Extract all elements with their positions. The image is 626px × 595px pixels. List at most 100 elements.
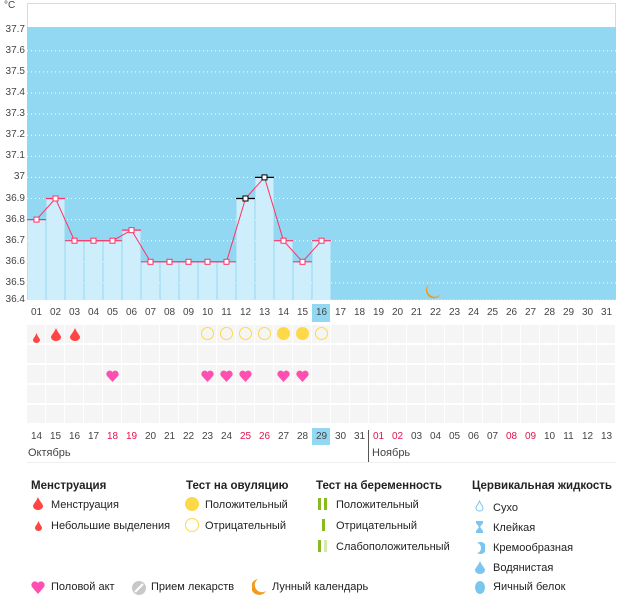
y-tick-label: 37.7: [5, 23, 25, 35]
temperature-bar: [179, 261, 198, 300]
temperature-point: [280, 237, 287, 244]
calendar-day-label: 19: [125, 431, 138, 442]
y-tick-label: 37.1: [5, 150, 25, 162]
day-label: 11: [221, 307, 232, 318]
temperature-chart: [27, 27, 616, 301]
grid-cell: [255, 405, 273, 423]
grid-cell: [559, 405, 577, 423]
grid-cell: [331, 325, 349, 343]
grid-cell: [84, 325, 102, 343]
legend-spotting: Небольшие выделения: [51, 520, 171, 532]
temperature-point: [90, 237, 97, 244]
temperature-bar: [198, 261, 217, 300]
day-label: 24: [467, 307, 480, 318]
pill-icon: [132, 581, 146, 595]
grid-cell: [331, 365, 349, 383]
heart-icon: [220, 369, 233, 387]
day-label: 16: [315, 307, 328, 318]
grid-cell: [350, 385, 368, 403]
grid-cell: [464, 365, 482, 383]
calendar-day-label: 17: [87, 431, 100, 442]
month-label-november: Ноябрь: [372, 447, 411, 459]
day-label: 21: [410, 307, 423, 318]
temperature-point: [128, 227, 135, 234]
day-label: 23: [448, 307, 461, 318]
grid-cell: [122, 325, 140, 343]
grid-cell: [255, 365, 273, 383]
grid-cell: [445, 345, 463, 363]
heart-icon: [31, 581, 45, 594]
temperature-bar: [160, 261, 179, 300]
temperature-point: [185, 258, 192, 265]
grid-cell: [312, 405, 330, 423]
grid-cell: [84, 365, 102, 383]
grid-cell: [597, 365, 615, 383]
grid-cell: [141, 405, 159, 423]
grid-cell: [559, 365, 577, 383]
day-label: 20: [391, 307, 404, 318]
spotting-drop-icon: [35, 521, 42, 531]
legend-dry: Сухо: [493, 502, 518, 514]
day-label: 10: [201, 307, 214, 318]
grid-cell: [521, 365, 539, 383]
day-label: 19: [372, 307, 385, 318]
grid-cell: [426, 385, 444, 403]
temperature-bar: [27, 219, 46, 300]
unit-label: °C: [4, 0, 16, 11]
grid-cell: [141, 325, 159, 343]
grid-cell: [521, 325, 539, 343]
day-label: 01: [30, 307, 43, 318]
grid-cell: [160, 385, 178, 403]
day-label: 30: [581, 307, 594, 318]
grid-cell: [350, 365, 368, 383]
grid-cell: [46, 345, 64, 363]
y-tick-label: 36.5: [5, 276, 25, 288]
legend-intercourse: Половой акт: [51, 581, 115, 593]
creamy-icon: [477, 542, 485, 554]
temperature-bar: [274, 240, 293, 300]
grid-cell: [578, 325, 596, 343]
grid-cell: [160, 365, 178, 383]
grid-cell: [160, 325, 178, 343]
temperature-bar: [103, 240, 122, 300]
day-label: 08: [163, 307, 176, 318]
legend-pregnancy-positive: Положительный: [336, 499, 419, 511]
grid-cell: [312, 345, 330, 363]
grid-cell: [597, 345, 615, 363]
calendar-day-label: 30: [334, 431, 347, 442]
ovulation-negative-icon: [239, 327, 252, 340]
temperature-point: [52, 195, 59, 202]
temperature-bar: [84, 240, 103, 300]
grid-cell: [369, 385, 387, 403]
grid-cell: [103, 405, 121, 423]
ovulation-negative-icon: [220, 327, 233, 340]
heart-icon: [277, 369, 290, 387]
grid-cell: [388, 385, 406, 403]
day-label: 04: [87, 307, 100, 318]
grid-cell: [502, 385, 520, 403]
grid-cell: [46, 405, 64, 423]
calendar-day-label: 04: [429, 431, 442, 442]
grid-cell: [84, 345, 102, 363]
grid-cell: [141, 365, 159, 383]
calendar-day-label: 05: [448, 431, 461, 442]
temperature-point: [33, 216, 40, 223]
temperature-point: [242, 195, 249, 202]
grid-cell: [65, 385, 83, 403]
calendar-day-label: 28: [296, 431, 309, 442]
grid-cell: [426, 345, 444, 363]
grid-cell: [407, 345, 425, 363]
grid-cell: [578, 345, 596, 363]
calendar-day-label: 16: [68, 431, 81, 442]
grid-cell: [27, 325, 45, 343]
y-tick-label: 37.6: [5, 44, 25, 56]
grid-cell: [578, 385, 596, 403]
grid-cell: [426, 365, 444, 383]
grid-cell: [46, 365, 64, 383]
y-tick-label: 36.4: [5, 294, 25, 305]
grid-cell: [179, 345, 197, 363]
moon-icon: [252, 579, 266, 595]
grid-cell: [255, 385, 273, 403]
calendar-day-label: 29: [315, 431, 328, 442]
